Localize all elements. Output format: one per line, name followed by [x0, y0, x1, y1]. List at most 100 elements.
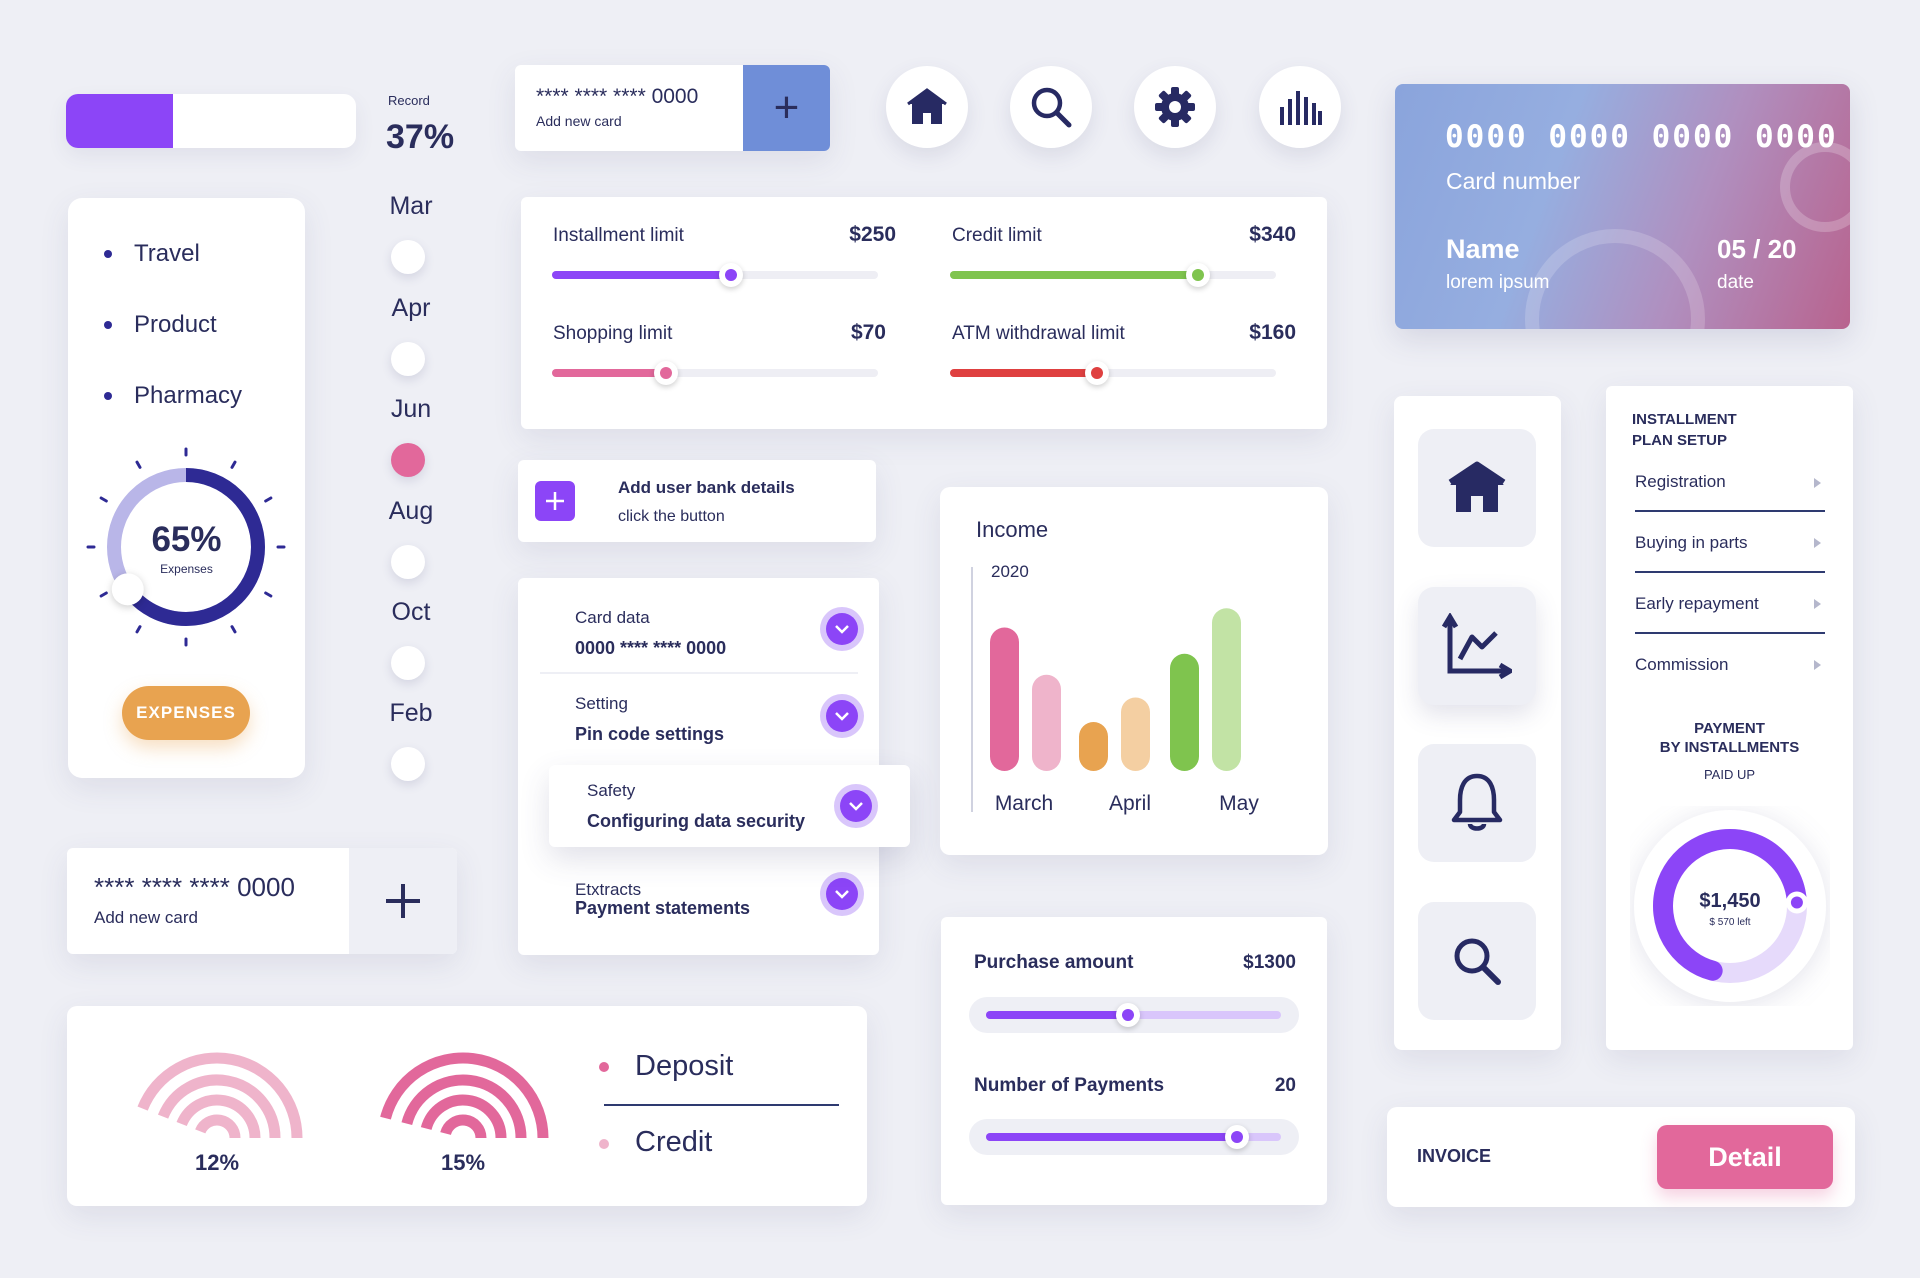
chevron-down-icon	[826, 613, 858, 645]
record-label: Record	[388, 93, 430, 108]
plus-icon	[386, 884, 420, 918]
payment-title: BY INSTALLMENTS	[1659, 739, 1800, 756]
month-radio[interactable]	[391, 747, 425, 781]
add-card-button[interactable]	[349, 848, 457, 954]
sidebar-home-button[interactable]	[1418, 429, 1536, 547]
slider-fill	[986, 1011, 1128, 1019]
gauge-tick	[99, 496, 108, 503]
arc-ring	[401, 1074, 527, 1139]
credit-percent: 15%	[440, 1150, 486, 1175]
category-travel[interactable]: Travel	[134, 240, 200, 267]
record-progress-fill	[66, 94, 174, 148]
month-radio[interactable]	[391, 545, 425, 579]
accordion-title: Setting	[575, 694, 628, 713]
settings-button[interactable]	[1134, 66, 1216, 148]
card-expiry: 05 / 20	[1717, 234, 1797, 264]
purchase-amount-slider[interactable]	[986, 1003, 1281, 1027]
invoice-detail-button[interactable]: Detail	[1657, 1125, 1833, 1189]
slider-knob[interactable]	[654, 361, 679, 385]
payments-slider[interactable]	[986, 1125, 1281, 1149]
card-number-mask: **** **** **** 0000	[94, 872, 295, 902]
bar-march-2	[1032, 674, 1061, 771]
record-progress-bar	[66, 94, 356, 148]
gauge-label: Expenses	[160, 562, 213, 576]
gauge-tick	[99, 591, 108, 598]
slider-knob[interactable]	[1224, 1125, 1249, 1149]
add-bank-details-button[interactable]	[535, 481, 575, 521]
divider	[1635, 510, 1825, 512]
plan-item-registration[interactable]: Registration	[1635, 472, 1726, 491]
installment-left: $ 570 left	[1709, 917, 1751, 928]
credit-limit-slider[interactable]	[950, 263, 1276, 287]
plus-icon: +	[773, 83, 800, 132]
plan-item-early-repayment[interactable]: Early repayment	[1635, 594, 1759, 613]
slider-knob[interactable]	[1115, 1003, 1140, 1027]
accordion-toggle[interactable]	[820, 872, 864, 916]
home-button[interactable]	[886, 66, 968, 148]
category-pharmacy[interactable]: Pharmacy	[134, 382, 243, 409]
legend-credit: Credit	[635, 1126, 713, 1158]
payment-title: PAYMENT	[1694, 720, 1765, 737]
plan-item-buying-in-parts[interactable]: Buying in parts	[1635, 533, 1748, 552]
home-icon	[1448, 461, 1506, 512]
gauge-tick	[264, 496, 273, 503]
month-radio[interactable]	[391, 240, 425, 274]
sidebar-notifications-button[interactable]	[1418, 744, 1536, 862]
gear-icon	[1155, 87, 1195, 127]
legend-dot-deposit	[599, 1062, 609, 1072]
slider-knob[interactable]	[719, 263, 744, 287]
accordion-title: Card data	[575, 608, 650, 627]
sidebar-search-button[interactable]	[1418, 902, 1536, 1020]
slider-knob[interactable]	[1084, 361, 1109, 385]
arc-ring	[420, 1094, 507, 1139]
gauge-tick	[135, 460, 142, 469]
bullet	[104, 321, 112, 329]
bar-chart-icon	[1280, 91, 1322, 125]
month-radio[interactable]	[391, 342, 425, 376]
category-product[interactable]: Product	[134, 311, 217, 338]
chevron-right-icon	[1814, 599, 1821, 609]
accordion-toggle[interactable]	[820, 607, 864, 651]
arc-ring	[176, 1094, 261, 1139]
chart-axis	[971, 567, 973, 812]
card-holder-name: lorem ipsum	[1446, 272, 1550, 293]
card-expiry-label: date	[1717, 272, 1754, 293]
slider-knob[interactable]	[1185, 263, 1210, 287]
gauge-tick	[230, 460, 237, 469]
shopping-limit-slider[interactable]	[552, 361, 878, 385]
atm-limit-slider[interactable]	[950, 361, 1276, 385]
installment-limit-slider[interactable]	[552, 263, 878, 287]
chart-subtitle: 2020	[991, 562, 1029, 581]
card-decoration	[1525, 229, 1705, 329]
card-number-label: Card number	[1446, 168, 1581, 194]
card-number-mask: **** **** **** 0000	[536, 85, 699, 108]
add-card-button[interactable]: +	[743, 65, 830, 151]
arc-ring	[137, 1052, 303, 1139]
add-card-label: Add new card	[94, 908, 198, 927]
credit-card: 0000 0000 0000 0000 Card number Name lor…	[1395, 84, 1850, 329]
bar-april-2	[1121, 697, 1150, 771]
stats-button[interactable]	[1259, 66, 1341, 148]
expenses-button[interactable]: EXPENSES	[122, 686, 250, 740]
invoice-label: INVOICE	[1417, 1146, 1492, 1166]
deposit-percent: 12%	[194, 1150, 240, 1175]
limit-label: Installment limit	[553, 225, 684, 246]
accordion-item-active[interactable]: Safety Configuring data security	[549, 765, 910, 847]
limit-label: Credit limit	[952, 225, 1042, 246]
month-label: Mar	[389, 192, 433, 220]
home-icon	[907, 88, 947, 124]
search-button[interactable]	[1010, 66, 1092, 148]
plus-icon	[546, 492, 564, 510]
accordion-toggle[interactable]	[834, 784, 878, 828]
add-card-widget-top: **** **** **** 0000 Add new card +	[515, 65, 830, 151]
plan-title: INSTALLMENT	[1632, 411, 1737, 428]
sidebar-analytics-button[interactable]	[1418, 587, 1536, 705]
accordion-toggle[interactable]	[820, 694, 864, 738]
purchase-amount-label: Purchase amount	[974, 952, 1134, 973]
installment-ring	[1634, 810, 1826, 1002]
divider	[1635, 571, 1825, 573]
month-radio[interactable]	[391, 443, 425, 477]
plan-item-commission[interactable]: Commission	[1635, 655, 1729, 674]
month-radio[interactable]	[391, 646, 425, 680]
slider-fill	[552, 369, 667, 377]
